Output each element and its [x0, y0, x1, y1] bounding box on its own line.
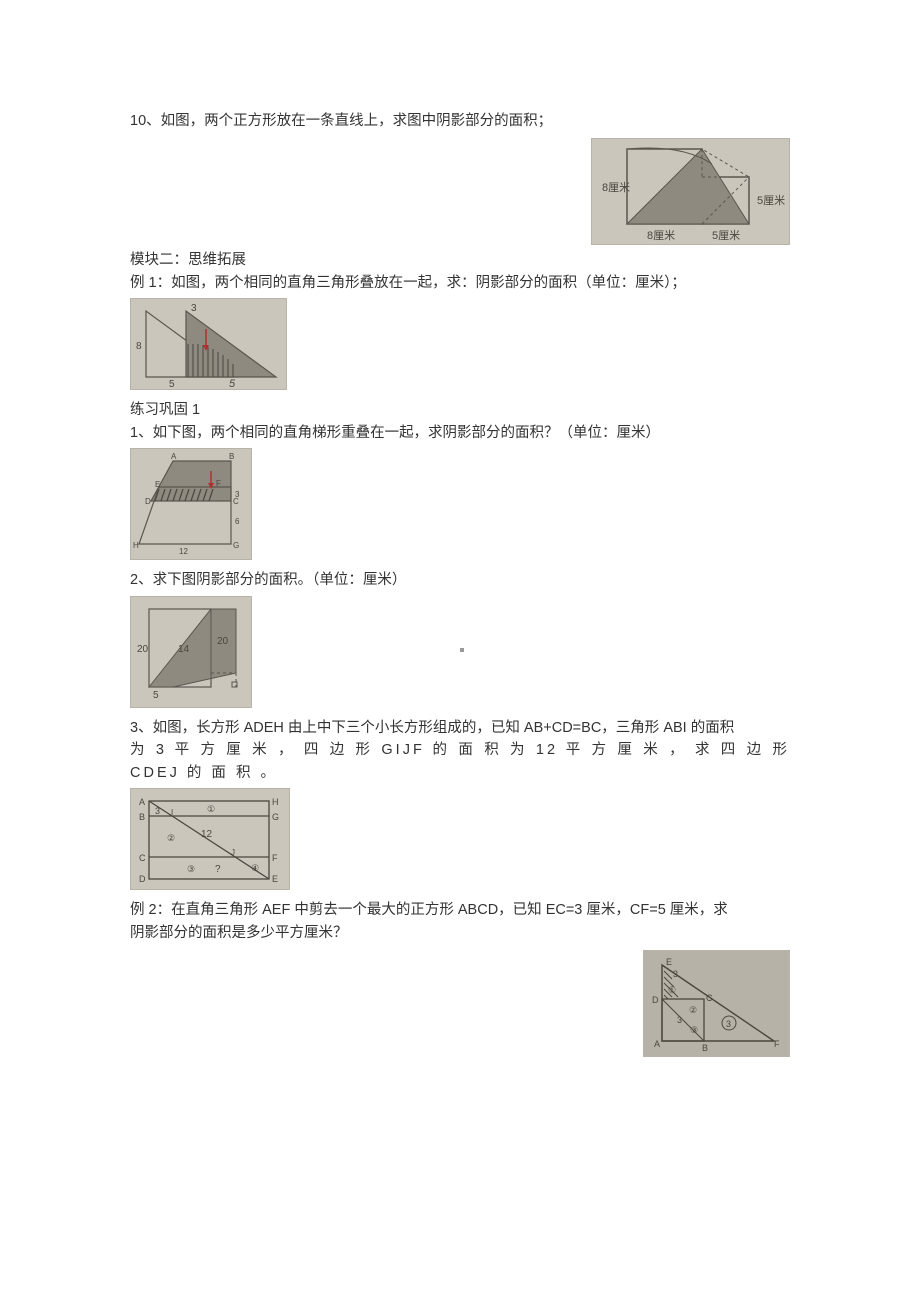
- svg-text:②: ②: [167, 833, 175, 843]
- question-2: 2、求下图阴影部分的面积。（单位：厘米） 20 14 20 5: [130, 569, 790, 712]
- problem-10-figure: 8厘米 5厘米 8厘米 5厘米: [591, 138, 790, 245]
- svg-text:3: 3: [726, 1019, 731, 1029]
- example-1: 例 1：如图，两个相同的直角三角形叠放在一起，求：阴影部分的面积（单位：厘米）；…: [130, 272, 790, 395]
- svg-text:20: 20: [217, 636, 229, 647]
- svg-text:E: E: [666, 957, 672, 967]
- svg-text:5厘米: 5厘米: [712, 229, 740, 242]
- svg-text:H: H: [133, 541, 139, 550]
- question-1: 1、如下图，两个相同的直角梯形重叠在一起，求阴影部分的面积？（单位：厘米） A …: [130, 422, 790, 565]
- svg-text:6: 6: [235, 517, 240, 526]
- svg-text:B: B: [229, 452, 234, 461]
- svg-text:3: 3: [155, 806, 160, 816]
- question-3-line1: 3、如图，长方形 ADEH 由上中下三个小长方形组成的，已知 AB+CD=BC，…: [130, 717, 790, 739]
- svg-text:D: D: [652, 995, 659, 1005]
- svg-text:D: D: [145, 497, 151, 506]
- svg-text:8厘米: 8厘米: [647, 229, 675, 242]
- svg-text:F: F: [272, 853, 278, 863]
- svg-text:A: A: [654, 1039, 660, 1049]
- problem-10: 10、如图，两个正方形放在一条直线上，求图中阴影部分的面积； 8厘米 5厘米 8…: [130, 110, 790, 245]
- module2-title: 模块二：思维拓展: [130, 249, 790, 271]
- svg-text:3: 3: [673, 969, 678, 979]
- svg-text:B: B: [702, 1043, 708, 1053]
- svg-text:A: A: [171, 452, 177, 461]
- svg-text:3: 3: [191, 303, 197, 314]
- example-2: 例 2：在直角三角形 AEF 中剪去一个最大的正方形 ABCD，已知 EC=3 …: [130, 899, 790, 1057]
- svg-text:F: F: [216, 479, 221, 488]
- svg-text:J: J: [231, 848, 235, 857]
- svg-text:B: B: [139, 812, 145, 822]
- example-2-line2: 阴影部分的面积是多少平方厘米？: [130, 922, 790, 944]
- example-2-figure: E D C A B F 3 3 ① ② ③ 3: [643, 950, 790, 1057]
- question-3-figure: A B C D H G F E I J 3 ① ② 12 ③ ? ④: [130, 788, 290, 890]
- svg-text:12: 12: [201, 829, 213, 840]
- problem-10-text: 10、如图，两个正方形放在一条直线上，求图中阴影部分的面积；: [130, 110, 790, 132]
- svg-text:①: ①: [207, 804, 215, 814]
- svg-text:5: 5: [169, 379, 175, 389]
- svg-text:F: F: [774, 1039, 780, 1049]
- svg-text:?: ?: [215, 864, 221, 875]
- svg-text:5: 5: [153, 690, 159, 701]
- svg-text:I: I: [171, 808, 173, 817]
- svg-text:②: ②: [689, 1005, 697, 1015]
- svg-text:③: ③: [690, 1025, 698, 1035]
- svg-text:H: H: [272, 797, 279, 807]
- question-2-text: 2、求下图阴影部分的面积。（单位：厘米）: [130, 569, 790, 591]
- svg-text:3: 3: [235, 490, 240, 499]
- svg-text:8厘米: 8厘米: [602, 181, 630, 194]
- question-1-text: 1、如下图，两个相同的直角梯形重叠在一起，求阴影部分的面积？（单位：厘米）: [130, 422, 790, 444]
- svg-text:5: 5: [229, 378, 236, 389]
- svg-text:G: G: [272, 812, 279, 822]
- svg-text:③: ③: [187, 864, 195, 874]
- svg-text:20: 20: [137, 644, 149, 655]
- svg-text:E: E: [272, 874, 278, 884]
- question-1-figure: A B E F D C H G 3 6 12: [130, 448, 252, 560]
- example-1-text: 例 1：如图，两个相同的直角三角形叠放在一起，求：阴影部分的面积（单位：厘米）；: [130, 272, 790, 294]
- svg-text:C: C: [139, 853, 146, 863]
- svg-text:8: 8: [136, 341, 142, 352]
- example-2-line1: 例 2：在直角三角形 AEF 中剪去一个最大的正方形 ABCD，已知 EC=3 …: [130, 899, 790, 921]
- svg-text:G: G: [233, 541, 239, 550]
- svg-text:①: ①: [668, 985, 676, 995]
- svg-text:E: E: [155, 480, 160, 489]
- svg-text:D: D: [139, 874, 146, 884]
- question-3: 3、如图，长方形 ADEH 由上中下三个小长方形组成的，已知 AB+CD=BC，…: [130, 717, 790, 895]
- svg-text:C: C: [706, 993, 713, 1003]
- svg-text:A: A: [139, 797, 145, 807]
- svg-text:3: 3: [677, 1015, 682, 1025]
- svg-text:14: 14: [178, 644, 190, 655]
- center-marker: [460, 648, 464, 652]
- svg-text:5厘米: 5厘米: [757, 194, 785, 207]
- example-1-figure: 8 3 5 5: [130, 298, 287, 390]
- question-2-figure: 20 14 20 5: [130, 596, 252, 708]
- practice1-title: 练习巩固 1: [130, 399, 790, 421]
- svg-text:12: 12: [179, 547, 188, 556]
- question-3-line2: 为 3 平 方 厘 米 ， 四 边 形 GIJF 的 面 积 为 12 平 方 …: [130, 739, 790, 784]
- svg-text:④: ④: [251, 863, 259, 873]
